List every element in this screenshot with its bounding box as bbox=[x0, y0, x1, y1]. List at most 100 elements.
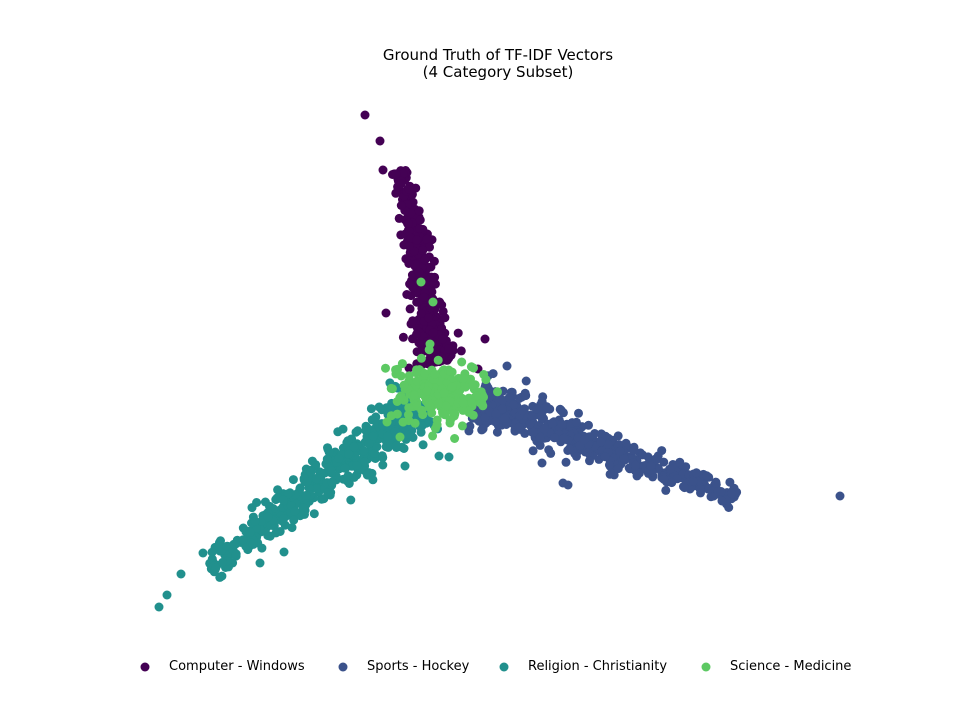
point-religion-christianity bbox=[211, 563, 221, 573]
point-religion-christianity bbox=[368, 431, 378, 441]
point-religion-christianity bbox=[289, 515, 299, 525]
point-sports-hockey bbox=[550, 433, 559, 443]
point-computer-windows bbox=[404, 259, 414, 268]
point-religion-christianity bbox=[271, 528, 281, 538]
point-religion-christianity bbox=[238, 535, 248, 545]
point-religion-christianity bbox=[364, 439, 374, 449]
point-religion-christianity bbox=[229, 539, 239, 549]
point-computer-windows bbox=[405, 304, 415, 314]
point-computer-windows bbox=[404, 241, 414, 251]
point-sports-hockey bbox=[695, 484, 705, 494]
point-sports-hockey bbox=[605, 469, 615, 479]
point-science-medicine bbox=[387, 384, 397, 394]
point-science-medicine bbox=[381, 363, 390, 373]
legend-label-sports-hockey: Sports - Hockey bbox=[367, 659, 470, 674]
legend-item-science-medicine: Science - Medicine bbox=[701, 659, 851, 674]
point-computer-windows bbox=[416, 309, 426, 318]
point-religion-christianity bbox=[323, 488, 333, 498]
point-science-medicine bbox=[432, 420, 442, 430]
point-science-medicine bbox=[457, 357, 467, 367]
point-science-medicine bbox=[478, 401, 488, 411]
legend: Computer - Windows Sports - Hockey Relig… bbox=[140, 659, 851, 674]
point-science-medicine bbox=[433, 355, 443, 365]
point-science-medicine bbox=[395, 393, 405, 403]
point-computer-windows bbox=[428, 328, 438, 338]
point-sports-hockey bbox=[521, 376, 531, 386]
point-sports-hockey bbox=[514, 422, 524, 432]
point-religion-christianity bbox=[250, 516, 260, 526]
point-religion-christianity bbox=[278, 495, 288, 505]
point-sports-hockey bbox=[574, 408, 583, 418]
point-sports-hockey bbox=[542, 402, 552, 412]
point-religion-christianity bbox=[248, 539, 258, 549]
point-sports-hockey bbox=[528, 446, 538, 456]
point-computer-windows bbox=[437, 334, 447, 344]
point-science-medicine bbox=[420, 369, 430, 379]
point-sports-hockey bbox=[613, 464, 623, 474]
point-religion-christianity bbox=[312, 484, 322, 493]
point-sports-hockey bbox=[491, 409, 501, 419]
point-computer-windows bbox=[405, 279, 415, 289]
point-religion-christianity bbox=[344, 449, 354, 459]
point-computer-windows bbox=[394, 213, 404, 223]
point-science-medicine bbox=[450, 434, 460, 443]
point-sports-hockey bbox=[603, 439, 613, 449]
point-computer-windows bbox=[396, 201, 406, 210]
point-computer-windows bbox=[415, 215, 425, 225]
point-sports-hockey bbox=[539, 424, 549, 434]
point-sports-hockey bbox=[724, 503, 734, 512]
point-religion-christianity bbox=[370, 449, 380, 458]
point-computer-windows bbox=[429, 256, 439, 266]
point-sports-hockey bbox=[659, 457, 669, 467]
point-religion-christianity bbox=[349, 442, 359, 452]
point-science-medicine bbox=[457, 421, 467, 431]
point-science-medicine bbox=[438, 408, 448, 418]
point-science-medicine bbox=[416, 277, 426, 287]
point-religion-christianity bbox=[217, 571, 227, 581]
point-computer-windows bbox=[360, 110, 370, 120]
point-science-medicine bbox=[447, 382, 457, 392]
point-science-medicine bbox=[417, 405, 427, 415]
point-computer-windows bbox=[414, 206, 424, 216]
point-religion-christianity bbox=[311, 474, 321, 484]
point-sports-hockey bbox=[532, 404, 542, 414]
point-computer-windows bbox=[444, 344, 454, 354]
point-religion-christianity bbox=[255, 558, 265, 568]
point-computer-windows bbox=[404, 185, 414, 194]
point-religion-christianity bbox=[213, 541, 223, 551]
point-sports-hockey bbox=[579, 435, 589, 445]
point-religion-christianity bbox=[400, 461, 410, 471]
legend-item-computer-windows: Computer - Windows bbox=[140, 659, 305, 674]
point-computer-windows bbox=[404, 218, 413, 228]
point-religion-christianity bbox=[300, 509, 309, 519]
point-computer-windows bbox=[456, 346, 466, 356]
point-computer-windows bbox=[398, 169, 408, 179]
point-religion-christianity bbox=[260, 497, 270, 507]
point-sports-hockey bbox=[572, 451, 581, 461]
chart-title: Ground Truth of TF-IDF Vectors bbox=[383, 46, 613, 64]
point-religion-christianity bbox=[207, 547, 217, 557]
point-sports-hockey bbox=[631, 460, 640, 470]
point-science-medicine bbox=[410, 390, 419, 400]
point-religion-christianity bbox=[231, 549, 241, 559]
point-science-medicine bbox=[445, 418, 455, 428]
point-computer-windows bbox=[415, 224, 425, 233]
point-sports-hockey bbox=[537, 410, 547, 420]
point-computer-windows bbox=[453, 328, 463, 338]
point-religion-christianity bbox=[306, 467, 316, 477]
point-sports-hockey bbox=[478, 424, 488, 434]
point-sports-hockey bbox=[646, 461, 656, 471]
point-science-medicine bbox=[404, 371, 414, 381]
point-sports-hockey bbox=[629, 445, 639, 455]
point-sports-hockey bbox=[653, 451, 663, 461]
point-sports-hockey bbox=[525, 419, 535, 429]
point-religion-christianity bbox=[351, 427, 361, 437]
point-sports-hockey bbox=[711, 478, 721, 488]
point-science-medicine bbox=[427, 408, 437, 418]
point-science-medicine bbox=[425, 401, 435, 411]
point-religion-christianity bbox=[360, 457, 370, 467]
point-computer-windows bbox=[435, 297, 445, 307]
point-computer-windows bbox=[408, 316, 418, 326]
point-sports-hockey bbox=[585, 456, 594, 466]
